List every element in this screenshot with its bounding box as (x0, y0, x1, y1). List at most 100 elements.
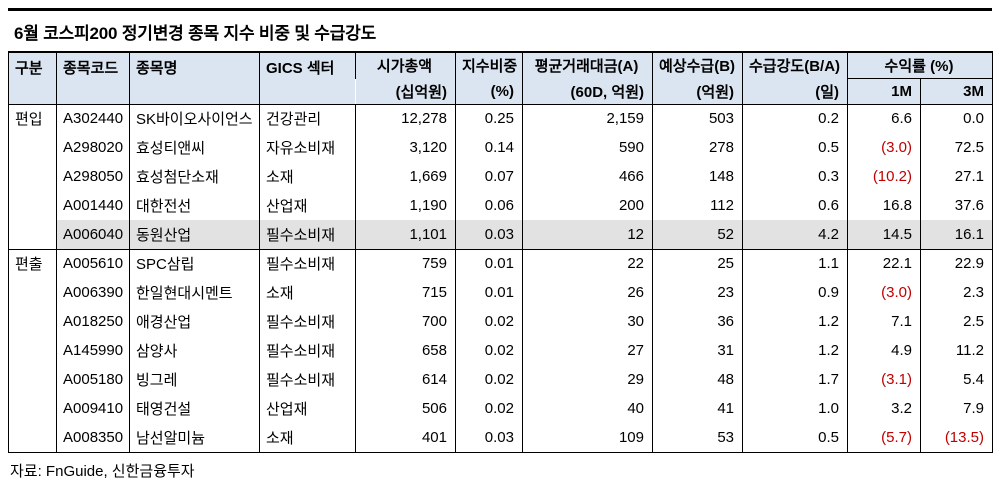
cell-strength: 0.3 (742, 162, 848, 191)
table-row: A008350 남선알미늄 소재 401 0.03 109 53 0.5 (5.7) (13.5) (9, 423, 993, 452)
cell-group (9, 394, 57, 423)
cell-group (9, 307, 57, 336)
cell-weight: 0.02 (455, 365, 523, 394)
cell-name: SPC삼립 (129, 248, 260, 278)
cell-m1: (3.0) (847, 278, 921, 307)
cell-m3: 16.1 (920, 220, 993, 249)
cell-m1: 16.8 (847, 191, 921, 220)
cell-mcap: 614 (355, 365, 456, 394)
cell-avg: 466 (522, 162, 653, 191)
cell-weight: 0.14 (455, 133, 523, 162)
cell-name: SK바이오사이언스 (129, 103, 260, 133)
cell-group (9, 133, 57, 162)
cell-weight: 0.01 (455, 278, 523, 307)
cell-avg: 30 (522, 307, 653, 336)
cell-mcap: 401 (355, 423, 456, 452)
cell-group (9, 278, 57, 307)
cell-code: A145990 (56, 336, 130, 365)
cell-name: 동원산업 (129, 220, 260, 249)
cell-avg: 40 (522, 394, 653, 423)
cell-strength: 1.2 (742, 336, 848, 365)
cell-code: A018250 (56, 307, 130, 336)
cell-weight: 0.07 (455, 162, 523, 191)
cell-name: 한일현대시멘트 (129, 278, 260, 307)
cell-sector: 소재 (259, 162, 356, 191)
cell-m1: (3.1) (847, 365, 921, 394)
cell-group: 편출 (8, 248, 57, 278)
cell-sector: 건강관리 (259, 103, 356, 133)
cell-exp: 36 (652, 307, 743, 336)
col-header-return: 수익률 (%) (847, 52, 993, 79)
cell-mcap: 1,101 (355, 220, 456, 249)
cell-avg: 22 (522, 248, 653, 278)
cell-sector: 필수소비재 (259, 336, 356, 365)
cell-m1: (3.0) (847, 133, 921, 162)
cell-m3: 2.5 (920, 307, 993, 336)
cell-avg: 109 (522, 423, 653, 452)
cell-m3: 7.9 (920, 394, 993, 423)
col-unit-weight: (%) (455, 78, 523, 104)
cell-weight: 0.02 (455, 394, 523, 423)
cell-strength: 0.9 (742, 278, 848, 307)
header-row-units: (십억원) (%) (60D, 억원) (억원) (일) 1M 3M (9, 78, 993, 104)
cell-strength: 0.5 (742, 423, 848, 452)
cell-sector: 소재 (259, 278, 356, 307)
cell-code: A009410 (56, 394, 130, 423)
cell-m1: 22.1 (847, 248, 921, 278)
page-title: 6월 코스피200 정기변경 종목 지수 비중 및 수급강도 (8, 8, 992, 51)
cell-m3: 11.2 (920, 336, 993, 365)
col-header-strength: 수급강도(B/A) (742, 52, 848, 79)
cell-exp: 503 (652, 103, 743, 133)
cell-group (9, 423, 57, 452)
cell-sector: 필수소비재 (259, 248, 356, 278)
cell-m3: 2.3 (920, 278, 993, 307)
cell-exp: 278 (652, 133, 743, 162)
cell-avg: 590 (522, 133, 653, 162)
cell-sector: 소재 (259, 423, 356, 452)
col-unit-expected: (억원) (652, 78, 743, 104)
cell-code: A005180 (56, 365, 130, 394)
cell-group (9, 162, 57, 191)
cell-code: A298050 (56, 162, 130, 191)
cell-name: 삼양사 (129, 336, 260, 365)
cell-exp: 53 (652, 423, 743, 452)
cell-m1: 4.9 (847, 336, 921, 365)
cell-mcap: 506 (355, 394, 456, 423)
table-row: A006390 한일현대시멘트 소재 715 0.01 26 23 0.9 (3.0) 2.3 (9, 278, 993, 307)
cell-strength: 0.6 (742, 191, 848, 220)
col-header-mcap: 시가총액 (355, 52, 456, 79)
cell-code: A006040 (56, 220, 130, 249)
cell-exp: 48 (652, 365, 743, 394)
col-header-expected: 예상수급(B) (652, 52, 743, 79)
cell-mcap: 1,190 (355, 191, 456, 220)
cell-group: 편입 (8, 103, 57, 133)
cell-code: A302440 (56, 103, 130, 133)
cell-name: 남선알미늄 (129, 423, 260, 452)
cell-code: A005610 (56, 248, 130, 278)
source-note: 자료: FnGuide, 신한금융투자 (10, 462, 195, 480)
cell-m3: 72.5 (920, 133, 993, 162)
cell-weight: 0.03 (455, 220, 523, 249)
cell-exp: 52 (652, 220, 743, 249)
cell-code: A298020 (56, 133, 130, 162)
cell-m3: 22.9 (920, 248, 993, 278)
col-header-name: 종목명 (129, 52, 260, 104)
cell-strength: 0.5 (742, 133, 848, 162)
cell-mcap: 658 (355, 336, 456, 365)
table-row: A298050 효성첨단소재 소재 1,669 0.07 466 148 0.3 (10.2) 2… (9, 162, 993, 191)
cell-exp: 23 (652, 278, 743, 307)
cell-weight: 0.03 (455, 423, 523, 452)
cell-name: 효성첨단소재 (129, 162, 260, 191)
col-header-group: 구분 (8, 52, 57, 104)
cell-m1: 6.6 (847, 103, 921, 133)
cell-avg: 29 (522, 365, 653, 394)
cell-strength: 1.1 (742, 248, 848, 278)
cell-code: A008350 (56, 423, 130, 452)
table-row: A009410 태영건설 산업재 506 0.02 40 41 1.0 3.2 7.9 (9, 394, 993, 423)
cell-code: A006390 (56, 278, 130, 307)
cell-name: 효성티앤씨 (129, 133, 260, 162)
col-header-return-3m: 3M (920, 78, 993, 104)
table-body: 편입 A302440 SK바이오사이언스 건강관리 12,278 0.25 2,159 503… (8, 103, 993, 452)
table-row: A298020 효성티앤씨 자유소비재 3,120 0.14 590 278 0.5 (3.0)… (9, 133, 993, 162)
cell-m1: 7.1 (847, 307, 921, 336)
